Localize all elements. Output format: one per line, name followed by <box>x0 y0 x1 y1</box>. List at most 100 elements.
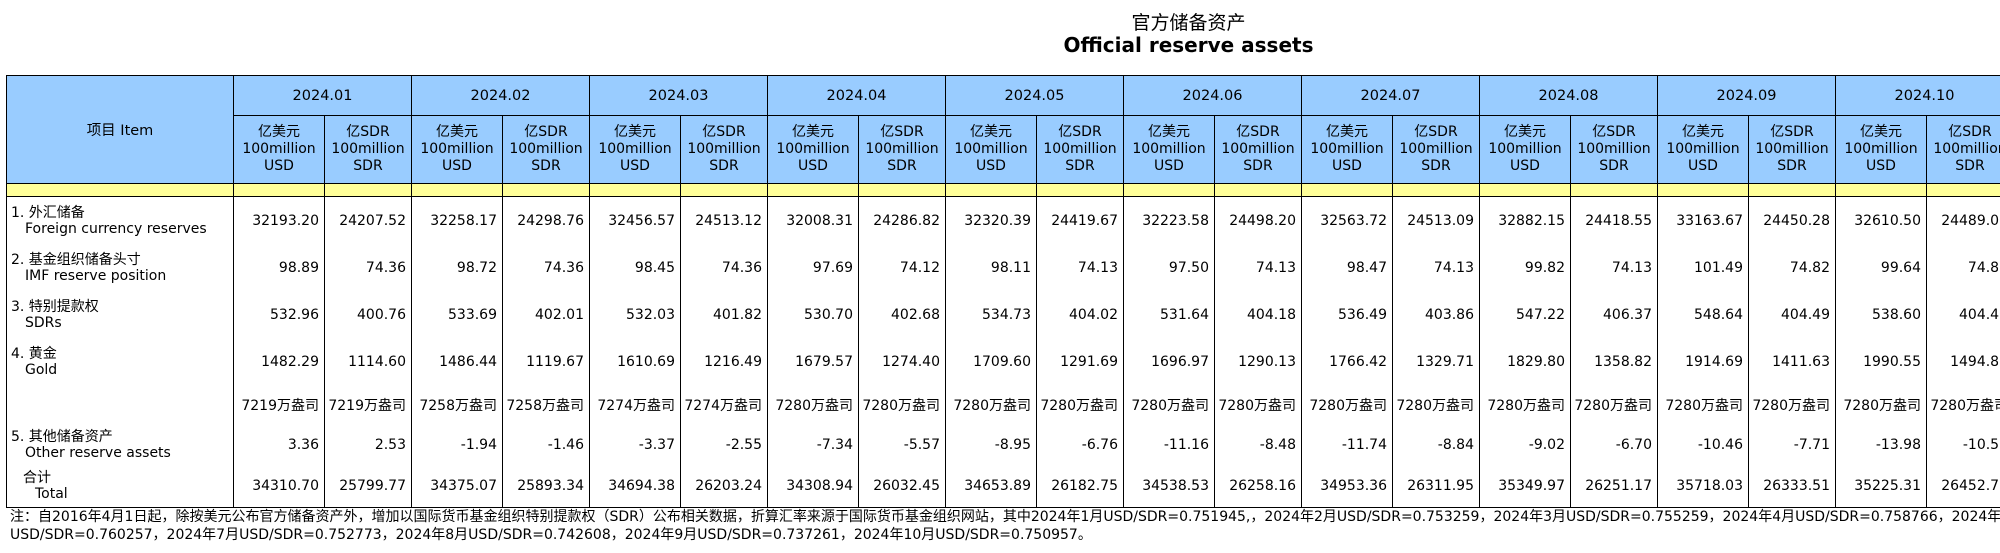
sdr-value-cell: 74.13 <box>1214 244 1302 291</box>
item-label-cell: 3. 特别提款权 SDRs <box>6 291 234 338</box>
sdr-value-cell: 74.36 <box>680 244 768 291</box>
unit-label-line: 亿美元 <box>792 124 834 140</box>
sdr-value-cell: 25799.77 <box>324 465 412 508</box>
usd-value-cell: 7280万盎司 <box>767 385 859 425</box>
sdr-value-cell: 404.49 <box>1748 291 1836 338</box>
usd-value-cell: -10.46 <box>1657 425 1749 465</box>
unit-label-line: SDR <box>1065 158 1095 174</box>
usd-value-cell: 34538.53 <box>1123 465 1215 508</box>
sdr-value-cell: 7274万盎司 <box>680 385 768 425</box>
row-other-assets: 5. 其他储备资产 Other reserve assets 3.36 2.53 -1.… <box>6 425 2000 465</box>
month-header: 2024.04 <box>767 75 946 116</box>
footnote: 注：自2016年4月1日起，除按美元公布官方储备资产外，增加以国际货币基金组织特… <box>10 508 2000 544</box>
usd-value-cell: -11.74 <box>1301 425 1393 465</box>
sdr-value-cell: 26258.16 <box>1214 465 1302 508</box>
item-label-cell: 合计 Total <box>6 465 234 508</box>
unit-label-line: 100million <box>598 141 672 157</box>
usd-value-cell: 35718.03 <box>1657 465 1749 508</box>
separator-cell <box>767 183 859 197</box>
unit-label-line: USD <box>1510 158 1540 174</box>
sdr-value-cell: 74.83 <box>1926 244 2000 291</box>
usd-value-cell: -8.95 <box>945 425 1037 465</box>
separator-cell <box>1570 183 1658 197</box>
unit-label-line: 100million <box>1132 141 1206 157</box>
sdr-value-cell: -10.50 <box>1926 425 2000 465</box>
unit-label-line: USD <box>1688 158 1718 174</box>
sdr-value-cell: 404.18 <box>1214 291 1302 338</box>
usd-value-cell: 3.36 <box>233 425 325 465</box>
unit-label-line: 100million <box>331 141 405 157</box>
sdr-value-cell: 406.37 <box>1570 291 1658 338</box>
usd-value-cell: 34375.07 <box>411 465 503 508</box>
usd-value-cell: 1486.44 <box>411 338 503 385</box>
usd-value-cell: 34310.70 <box>233 465 325 508</box>
sdr-value-cell: 74.12 <box>858 244 946 291</box>
reserve-assets-table: 项目 Item 2024.01 2024.02 2024.03 2024.04 2024.… <box>6 75 2000 508</box>
unit-label-line: USD <box>798 158 828 174</box>
usd-value-cell: 101.49 <box>1657 244 1749 291</box>
item-label-english: Foreign currency reserves <box>25 220 207 237</box>
separator-cell <box>858 183 946 197</box>
unit-label-line: 亿SDR <box>1414 124 1458 140</box>
unit-label-line: 亿美元 <box>614 124 656 140</box>
sdr-value-cell: 402.68 <box>858 291 946 338</box>
sdr-unit-header: 亿SDR 100million SDR <box>1570 115 1658 184</box>
sdr-value-cell: -7.71 <box>1748 425 1836 465</box>
usd-unit-header: 亿美元 100million USD <box>589 115 681 184</box>
unit-label-line: 100million <box>954 141 1028 157</box>
unit-label-line: 100million <box>1488 141 1562 157</box>
month-header: 2024.01 <box>233 75 412 116</box>
usd-value-cell: 547.22 <box>1479 291 1571 338</box>
usd-unit-header: 亿美元 100million USD <box>1657 115 1749 184</box>
row-total: 合计 Total 34310.70 25799.77 34375.07 25893.34 3… <box>6 465 2000 508</box>
month-header: 2024.10 <box>1835 75 2000 116</box>
usd-value-cell: 536.49 <box>1301 291 1393 338</box>
separator-cell <box>1835 183 1927 197</box>
reserve-table-container: 项目 Item 2024.01 2024.02 2024.03 2024.04 2024.… <box>6 75 2000 508</box>
usd-value-cell: 35349.97 <box>1479 465 1571 508</box>
sdr-value-cell: -8.84 <box>1392 425 1480 465</box>
usd-value-cell: 1696.97 <box>1123 338 1215 385</box>
unit-label-line: SDR <box>1777 158 1807 174</box>
sdr-value-cell: -5.57 <box>858 425 946 465</box>
unit-label-line: SDR <box>1243 158 1273 174</box>
sdr-unit-header: 亿SDR 100million SDR <box>324 115 412 184</box>
usd-value-cell: 534.73 <box>945 291 1037 338</box>
usd-value-cell: -7.34 <box>767 425 859 465</box>
usd-value-cell: 34953.36 <box>1301 465 1393 508</box>
usd-value-cell: 1914.69 <box>1657 338 1749 385</box>
usd-value-cell: 7280万盎司 <box>1657 385 1749 425</box>
sdr-value-cell: 1358.82 <box>1570 338 1658 385</box>
separator-cell <box>1479 183 1571 197</box>
sdr-value-cell: -6.76 <box>1036 425 1124 465</box>
sdr-value-cell: -8.48 <box>1214 425 1302 465</box>
usd-value-cell: 34694.38 <box>589 465 681 508</box>
usd-value-cell: 530.70 <box>767 291 859 338</box>
sdr-value-cell: 401.82 <box>680 291 768 338</box>
unit-label-line: 100million <box>1043 141 1117 157</box>
sdr-unit-header: 亿SDR 100million SDR <box>1392 115 1480 184</box>
sdr-unit-header: 亿SDR 100million SDR <box>1926 115 2000 184</box>
sdr-value-cell: 24419.67 <box>1036 196 1124 244</box>
usd-unit-header: 亿美元 100million USD <box>233 115 325 184</box>
row-imf-position: 2. 基金组织储备头寸 IMF reserve position 98.89 74.3… <box>6 244 2000 291</box>
unit-label-line: 亿SDR <box>880 124 924 140</box>
usd-value-cell: 532.96 <box>233 291 325 338</box>
usd-unit-header: 亿美元 100million USD <box>411 115 503 184</box>
usd-value-cell: 538.60 <box>1835 291 1927 338</box>
unit-label-line: USD <box>620 158 650 174</box>
item-label-cell: 1. 外汇储备 Foreign currency reserves <box>6 196 234 244</box>
sdr-value-cell: 7280万盎司 <box>1748 385 1836 425</box>
title-english: Official reserve assets <box>1063 33 1314 57</box>
unit-label-line: USD <box>264 158 294 174</box>
unit-label-line: 亿美元 <box>258 124 300 140</box>
unit-label-line: 100million <box>1844 141 1918 157</box>
item-label-chinese: 5. 其他储备资产 <box>11 429 113 445</box>
sdr-value-cell: 1216.49 <box>680 338 768 385</box>
unit-label-line: SDR <box>1421 158 1451 174</box>
sdr-value-cell: 74.13 <box>1036 244 1124 291</box>
sdr-value-cell: 1114.60 <box>324 338 412 385</box>
sdr-value-cell: 7280万盎司 <box>1036 385 1124 425</box>
usd-unit-header: 亿美元 100million USD <box>1123 115 1215 184</box>
sdr-value-cell: 7280万盎司 <box>1926 385 2000 425</box>
